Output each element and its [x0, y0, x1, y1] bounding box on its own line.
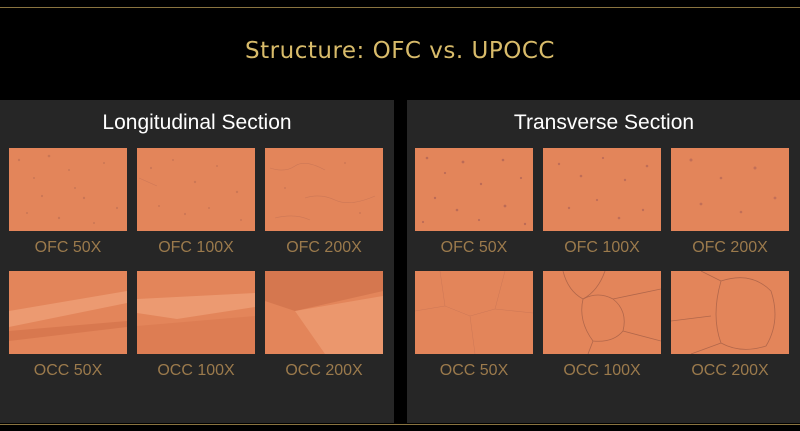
micrograph-image — [137, 271, 255, 354]
micrograph-caption: OCC 100X — [157, 362, 235, 379]
top-gold-rule — [0, 7, 800, 8]
micrograph-card: OCC 100X — [137, 271, 255, 380]
micrograph-image — [671, 148, 789, 231]
transverse-section-panel: Transverse Section OFC 50X — [407, 100, 800, 423]
micrograph-caption: OFC 100X — [158, 239, 234, 256]
micrograph-image — [415, 148, 533, 231]
micrograph-image — [265, 271, 383, 354]
micrograph-image — [9, 148, 127, 231]
micrograph-image — [137, 148, 255, 231]
micrograph-caption: OCC 50X — [33, 362, 103, 379]
micrograph-caption: OFC 100X — [564, 239, 640, 256]
micrograph-card: OCC 50X — [9, 271, 127, 380]
micrograph-caption: OFC 200X — [692, 239, 768, 256]
micrograph-caption: OFC 200X — [286, 239, 362, 256]
micrograph-card: OCC 100X — [543, 271, 661, 380]
micrograph-card: OFC 100X — [543, 148, 661, 257]
micrograph-card: OFC 200X — [671, 148, 789, 257]
longitudinal-section-panel: Longitudinal Section OFC 50X — [0, 100, 394, 423]
micrograph-card: OFC 50X — [415, 148, 533, 257]
page-title: Structure: OFC vs. UPOCC — [245, 38, 555, 64]
panel-heading: Transverse Section — [513, 111, 695, 134]
panel-heading: Longitudinal Section — [102, 111, 292, 134]
micrograph-image — [671, 271, 789, 354]
micrograph-card: OCC 200X — [265, 271, 383, 380]
micrograph-caption: OCC 200X — [691, 362, 769, 379]
micrograph-image — [415, 271, 533, 354]
micrograph-image — [9, 271, 127, 354]
micrograph-card: OFC 200X — [265, 148, 383, 257]
micrograph-caption: OCC 200X — [285, 362, 363, 379]
micrograph-card: OFC 50X — [9, 148, 127, 257]
micrograph-image — [265, 148, 383, 231]
micrograph-card: OCC 200X — [671, 271, 789, 380]
micrograph-image — [543, 148, 661, 231]
bottom-gold-rule — [0, 424, 800, 425]
micrograph-caption: OCC 50X — [439, 362, 509, 379]
micrograph-caption: OCC 100X — [563, 362, 641, 379]
micrograph-caption: OFC 50X — [34, 239, 102, 256]
micrograph-card: OFC 100X — [137, 148, 255, 257]
micrograph-card: OCC 50X — [415, 271, 533, 380]
micrograph-image — [543, 271, 661, 354]
micrograph-caption: OFC 50X — [440, 239, 508, 256]
